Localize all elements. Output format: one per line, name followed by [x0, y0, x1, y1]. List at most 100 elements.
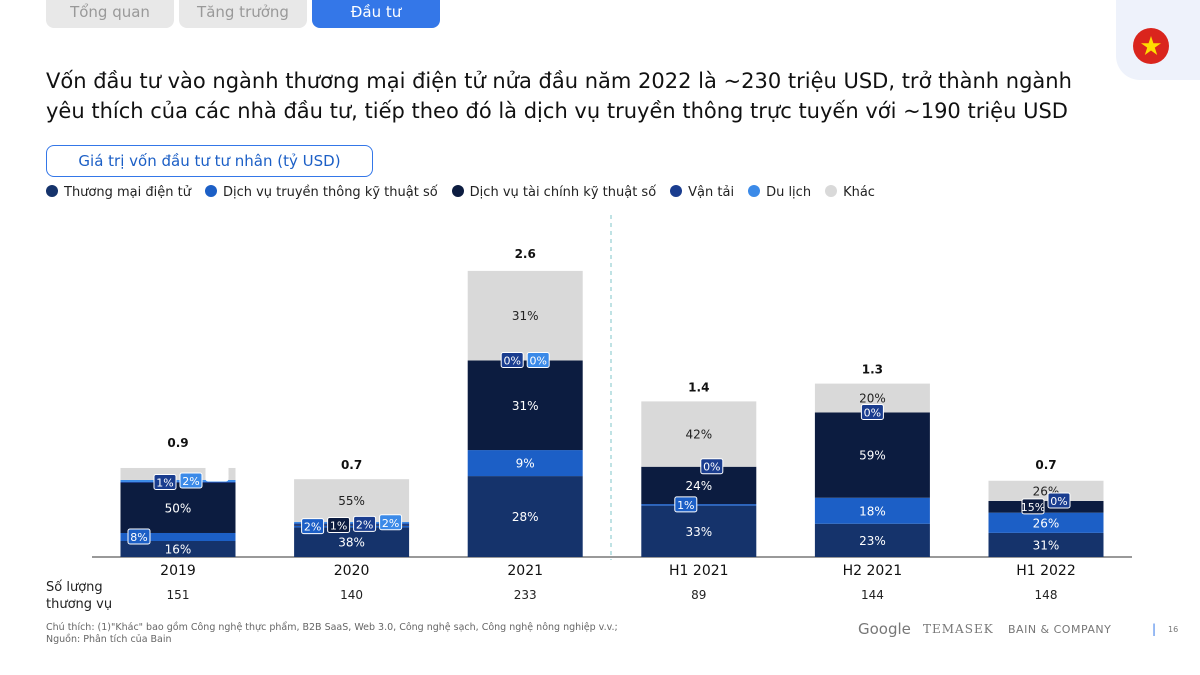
deal-count: 89 — [691, 588, 706, 602]
data-label: 1% — [677, 499, 694, 512]
bar-segment — [641, 401, 757, 467]
label-box — [153, 473, 177, 490]
legend-item: Dịch vụ tài chính kỹ thuật số — [451, 185, 657, 200]
tab[interactable]: Đầu tư — [312, 0, 440, 28]
bar-segment — [988, 532, 1104, 557]
total-label: 0.7 — [341, 458, 362, 472]
bar-segment — [294, 521, 410, 524]
data-label: 2% — [304, 521, 321, 534]
data-label: 33% — [685, 525, 712, 539]
legend-item: Khác — [825, 185, 875, 200]
bar-segment — [467, 476, 583, 557]
legend-item: Thương mại điện tử — [46, 185, 191, 200]
data-label: 31% — [512, 309, 539, 323]
legend-swatch — [670, 185, 683, 197]
bar-segment — [120, 532, 236, 541]
data-label: 23% — [859, 534, 886, 548]
label-box — [500, 351, 524, 368]
legend-item: Du lịch — [748, 185, 811, 200]
data-label: 0% — [529, 354, 546, 367]
legend-label: Khác — [843, 185, 875, 200]
label-box — [327, 516, 351, 533]
label-box — [526, 351, 550, 368]
total-label: 2.6 — [515, 247, 536, 261]
tab[interactable]: Tăng trưởng — [179, 0, 307, 28]
logo: TEMASEK — [923, 622, 994, 636]
flag — [1133, 28, 1169, 64]
legend: Thương mại điện tử Dịch vụ truyền thông k… — [46, 185, 875, 200]
logo: BAIN & COMPANY — [1008, 623, 1112, 636]
deal-count: 140 — [340, 588, 363, 602]
legend-swatch — [748, 185, 761, 197]
deal-count: 148 — [1035, 588, 1058, 602]
bar-segment — [988, 512, 1104, 533]
bar-segment — [120, 540, 236, 557]
total-label: 0.9 — [167, 436, 188, 450]
x-tick-label: 2019 — [160, 563, 196, 579]
deal-count: 144 — [861, 588, 884, 602]
page-number: 16 — [1168, 625, 1179, 634]
data-label: 18% — [859, 504, 886, 518]
data-label: 28% — [512, 510, 539, 524]
label-box — [1047, 492, 1071, 509]
deal-count: 151 — [167, 588, 190, 602]
bar-segment — [814, 523, 930, 557]
legend-item: Vận tải — [670, 185, 734, 200]
legend-swatch — [825, 185, 838, 197]
legend-item: Dịch vụ truyền thông kỹ thuật số — [204, 185, 438, 200]
data-label: 20% — [859, 392, 886, 406]
total-label: 1.3 — [862, 363, 883, 377]
logo: Google — [858, 620, 911, 638]
bar-segment — [814, 412, 930, 498]
label-box — [674, 496, 698, 513]
title: Vốn đầu tư vào ngành thương mại điện tử … — [46, 66, 1072, 126]
data-label: 0% — [864, 407, 881, 420]
data-label: 2% — [356, 518, 373, 531]
data-label: 2% — [182, 475, 199, 488]
label-box — [127, 528, 151, 545]
legend-swatch — [451, 185, 464, 197]
data-label: 1% — [156, 476, 173, 489]
legend-label: Du lịch — [766, 185, 812, 200]
bar-segment — [120, 479, 236, 482]
legend-label: Vận tải — [688, 185, 735, 200]
x-tick-label: H1 2022 — [1016, 563, 1076, 579]
label-box — [860, 404, 884, 420]
data-label: 42% — [685, 428, 712, 442]
data-label: 15% — [1021, 501, 1045, 514]
deal-count: 233 — [514, 588, 537, 602]
data-label: 26% — [1033, 516, 1060, 530]
footnote: Nguồn: Phân tích của Bain — [46, 634, 172, 645]
data-label: 16% — [165, 542, 192, 556]
bar-segment — [641, 504, 757, 506]
title-line: yêu thích của các nhà đầu tư, tiếp theo … — [46, 99, 1068, 123]
bar-segment — [294, 525, 410, 528]
bar-segment — [120, 482, 236, 533]
bar-segment — [988, 480, 1104, 501]
data-label: 1% — [330, 519, 347, 532]
bar-segment — [641, 466, 757, 505]
separator: | — [1152, 622, 1157, 636]
label-box — [205, 465, 229, 482]
total-label: 1.4 — [688, 380, 709, 394]
label-box — [700, 458, 724, 475]
data-label: 8% — [130, 531, 147, 544]
bar-segment — [641, 505, 757, 557]
data-label: 24% — [685, 479, 712, 493]
bar-segment — [294, 525, 410, 526]
legend-label: Dịch vụ tài chính kỹ thuật số — [469, 185, 657, 200]
bar-segment — [467, 450, 583, 477]
bar-segment — [814, 497, 930, 524]
data-label: 59% — [859, 449, 886, 463]
data-label: 2% — [382, 517, 399, 530]
x-tick-label: H2 2021 — [843, 563, 903, 579]
legend-label: Dịch vụ truyền thông kỹ thuật số — [222, 185, 438, 200]
bar-segment — [467, 270, 583, 361]
data-label: 31% — [512, 399, 539, 413]
legend-swatch — [204, 185, 217, 197]
footnote: Chú thích: (1)"Khác" bao gồm Công nghệ t… — [46, 622, 618, 633]
data-label: 0% — [503, 354, 520, 367]
tab[interactable]: Tổng quan — [46, 0, 174, 28]
